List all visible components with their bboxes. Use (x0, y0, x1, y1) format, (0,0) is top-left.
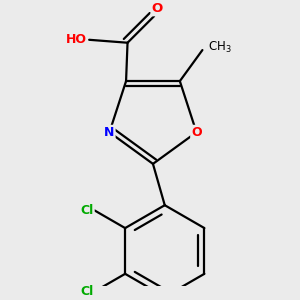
Text: Cl: Cl (80, 204, 94, 217)
Text: Cl: Cl (80, 285, 94, 298)
Text: O: O (152, 2, 163, 15)
Text: N: N (104, 126, 115, 139)
Text: O: O (191, 126, 202, 139)
Text: HO: HO (65, 33, 86, 46)
Text: CH$_3$: CH$_3$ (208, 40, 231, 55)
